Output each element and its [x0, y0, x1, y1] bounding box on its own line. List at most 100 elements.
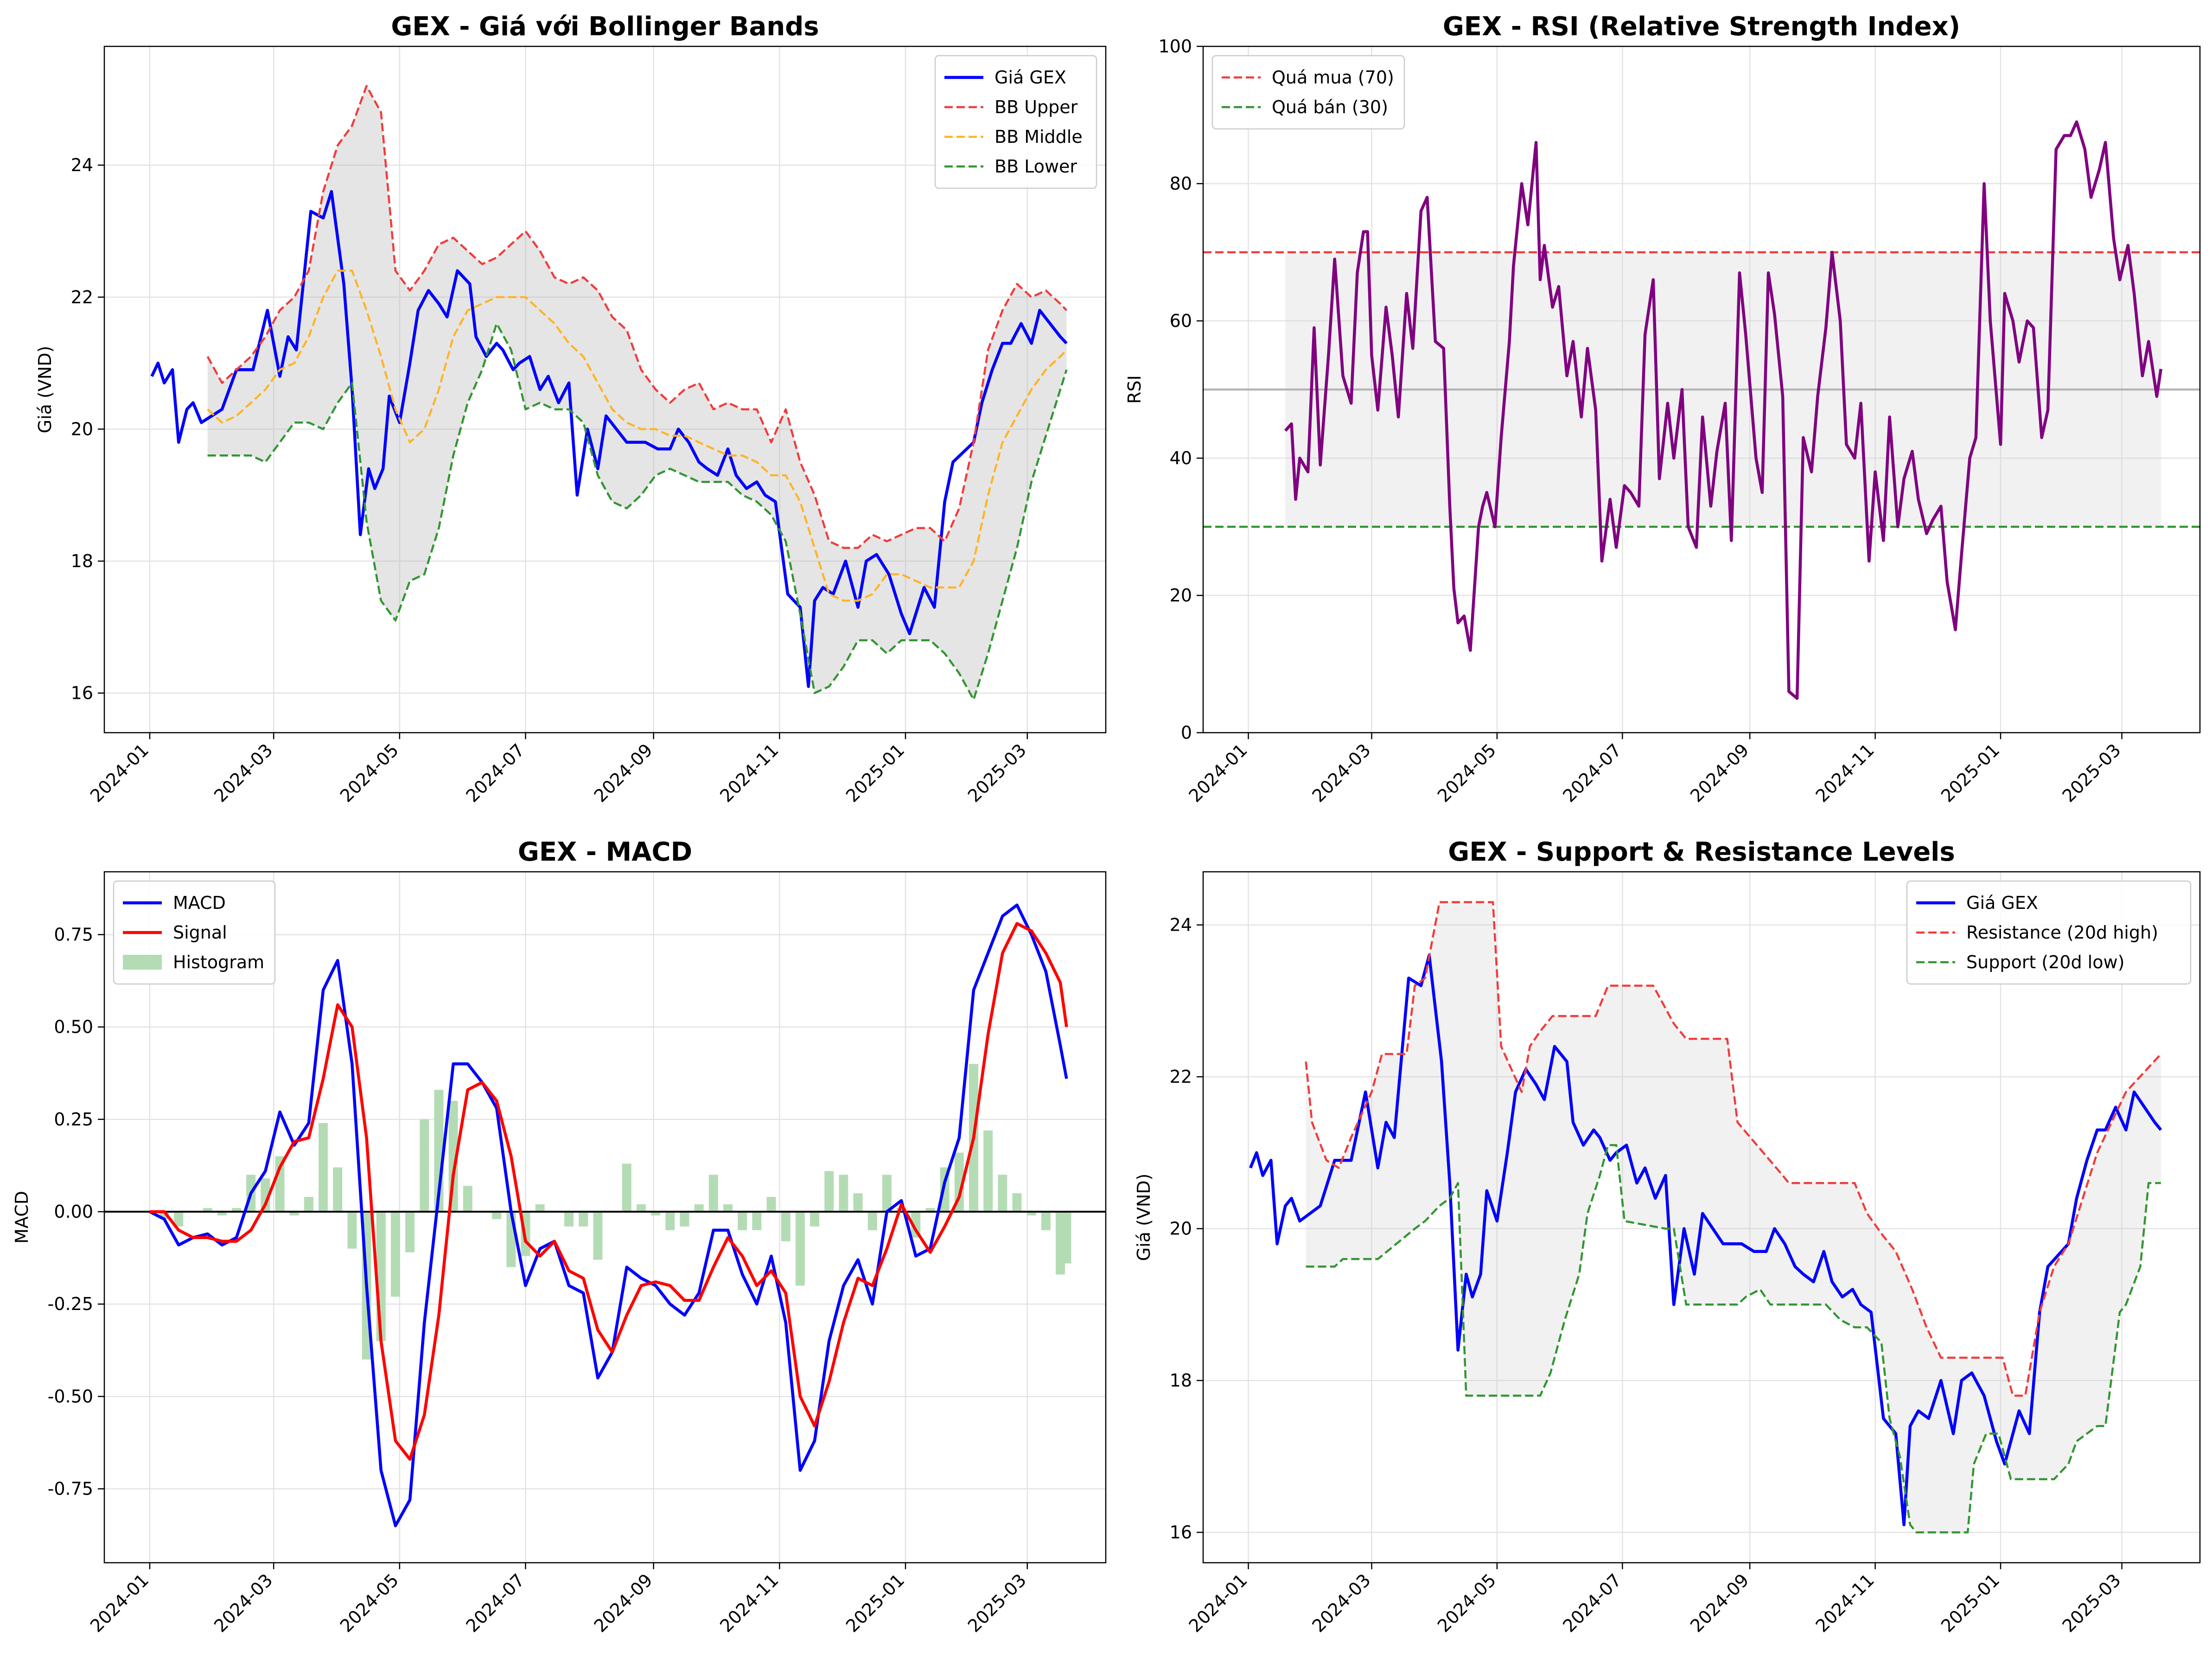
histogram-bar [867, 1212, 877, 1230]
histogram-bar [839, 1175, 848, 1212]
x-tick-label: 2024-03 [210, 740, 276, 806]
histogram-bar [390, 1212, 400, 1297]
histogram-bar [723, 1204, 733, 1212]
histogram-bar [1012, 1193, 1022, 1212]
histogram-bar [304, 1197, 313, 1212]
series-line-bb-upper [206, 85, 1068, 549]
chart-title: GEX - MACD [518, 837, 692, 867]
legend: MACD Signal Histogram [113, 880, 276, 985]
y-tick-label: 80 [1170, 173, 1192, 194]
legend-entry: Resistance (20d high) [1966, 922, 2158, 943]
legend-entry: MACD [173, 893, 226, 913]
histogram-bar [261, 1178, 270, 1212]
legend-entry: Signal [173, 922, 227, 943]
histogram-bar [174, 1212, 184, 1227]
histogram-bar [694, 1204, 704, 1212]
y-tick-label: 0.50 [54, 1017, 93, 1037]
chart-title: GEX - RSI (Relative Strength Index) [1443, 12, 1960, 42]
histogram-bar [738, 1212, 747, 1230]
legend-entry: Support (20d low) [1966, 952, 2124, 972]
histogram-bar [535, 1204, 545, 1212]
histogram-bar [766, 1197, 776, 1212]
legend-entry: Giá GEX [1966, 893, 2038, 913]
y-axis-label: RSI [1124, 375, 1145, 404]
histogram-bar [1026, 1212, 1036, 1216]
x-tick-label: 2024-11 [716, 1570, 782, 1636]
x-tick-label: 2024-07 [462, 740, 529, 806]
y-tick-label: 40 [1170, 448, 1192, 468]
y-tick-label: 20 [1170, 585, 1192, 606]
x-tick-label: 2025-01 [842, 740, 908, 806]
grid [104, 872, 1106, 1563]
plot-area [150, 85, 1068, 701]
legend-entry: Histogram [173, 952, 264, 972]
y-tick-label: 0 [1181, 722, 1192, 743]
y-tick-label: 0.00 [54, 1201, 93, 1222]
band-fill [207, 86, 1067, 700]
histogram-bar [680, 1212, 689, 1227]
histogram-bar [708, 1175, 718, 1212]
x-tick-label: 2024-03 [210, 1570, 276, 1636]
histogram-bar [636, 1204, 646, 1212]
histogram-bar [897, 1208, 906, 1212]
x-tick-label: 2024-07 [1559, 1570, 1625, 1636]
legend-entry: BB Middle [994, 127, 1083, 147]
histogram-bar [781, 1212, 790, 1241]
x-tick-label: 2024-09 [1686, 1570, 1753, 1636]
histogram-bar [998, 1175, 1007, 1212]
legend: Quá mua (70) Quá bán (30) [1211, 55, 1405, 130]
histogram-bar [203, 1208, 212, 1212]
x-tick-label: 2024-07 [1559, 740, 1625, 806]
chart-panel-4: 16 18 20 22 24 2024-01 2024-03 2024-05 2024-07 20… [1134, 837, 2201, 1636]
x-tick-label: 2024-03 [1308, 1570, 1374, 1636]
y-tick-label: -0.50 [48, 1386, 93, 1406]
y-tick-label: 100 [1158, 36, 1192, 57]
y-tick-label: 16 [71, 683, 93, 703]
series-line-gi-gex [1249, 953, 2162, 1527]
histogram-bar [651, 1212, 661, 1216]
y-tick-label: -0.25 [48, 1294, 93, 1314]
histogram-bar [665, 1212, 675, 1230]
series-line-bb-lower [207, 322, 1068, 701]
chart-panel-3: -0.75 -0.50 -0.25 0.00 0.25 0.50 0.75 2024-01 20… [12, 837, 1107, 1636]
series-line-support-20d-low- [1306, 1144, 2161, 1534]
histogram-bar [463, 1186, 472, 1212]
x-tick-label: 2025-03 [964, 740, 1030, 806]
legend-entry: BB Lower [994, 156, 1077, 177]
histogram-bar [983, 1130, 993, 1212]
axes-frame [1202, 45, 2201, 734]
histogram-bars [145, 1064, 1071, 1360]
legend: Giá GEX BB Upper BB Middle BB Lower [934, 55, 1097, 189]
y-tick-label: 0.75 [54, 924, 93, 945]
plot-area [104, 903, 1106, 1527]
series-line-gi-gex [150, 190, 1068, 688]
legend-entry: Quá bán (30) [1272, 97, 1388, 117]
y-tick-label: 22 [1170, 1067, 1192, 1087]
histogram-bar [795, 1212, 805, 1286]
chart-title: GEX - Giá với Bollinger Bands [391, 12, 819, 42]
chart-title: GEX - Support & Resistance Levels [1448, 837, 1955, 867]
series-line-bb-middle [207, 269, 1068, 602]
y-tick-label: 18 [1170, 1370, 1192, 1391]
x-tick-label: 2024-05 [1434, 1570, 1500, 1636]
histogram-bar [405, 1212, 415, 1252]
series-line-macd [149, 903, 1068, 1527]
chart-panel-1: 16 18 20 22 24 2024-01 2024-03 2024-05 2024-07 20… [35, 12, 1107, 806]
histogram-bar [752, 1212, 762, 1230]
histogram-bar [347, 1212, 357, 1249]
y-tick-label: 0.25 [54, 1109, 93, 1130]
y-tick-label: 60 [1170, 311, 1192, 331]
x-tick-label: 2024-11 [1812, 1570, 1878, 1636]
histogram-bar [622, 1163, 631, 1212]
histogram-bar [810, 1212, 820, 1227]
x-tick-label: 2024-01 [1185, 740, 1251, 806]
band-fill [1306, 902, 2161, 1533]
legend-entry: Giá GEX [994, 67, 1066, 88]
histogram-bar [319, 1123, 328, 1212]
legend-entry: BB Upper [994, 97, 1078, 117]
x-tick-label: 2024-11 [1812, 740, 1878, 806]
histogram-bar [1062, 1212, 1071, 1264]
histogram-bar [492, 1212, 502, 1219]
axes-frame [103, 871, 1107, 1564]
